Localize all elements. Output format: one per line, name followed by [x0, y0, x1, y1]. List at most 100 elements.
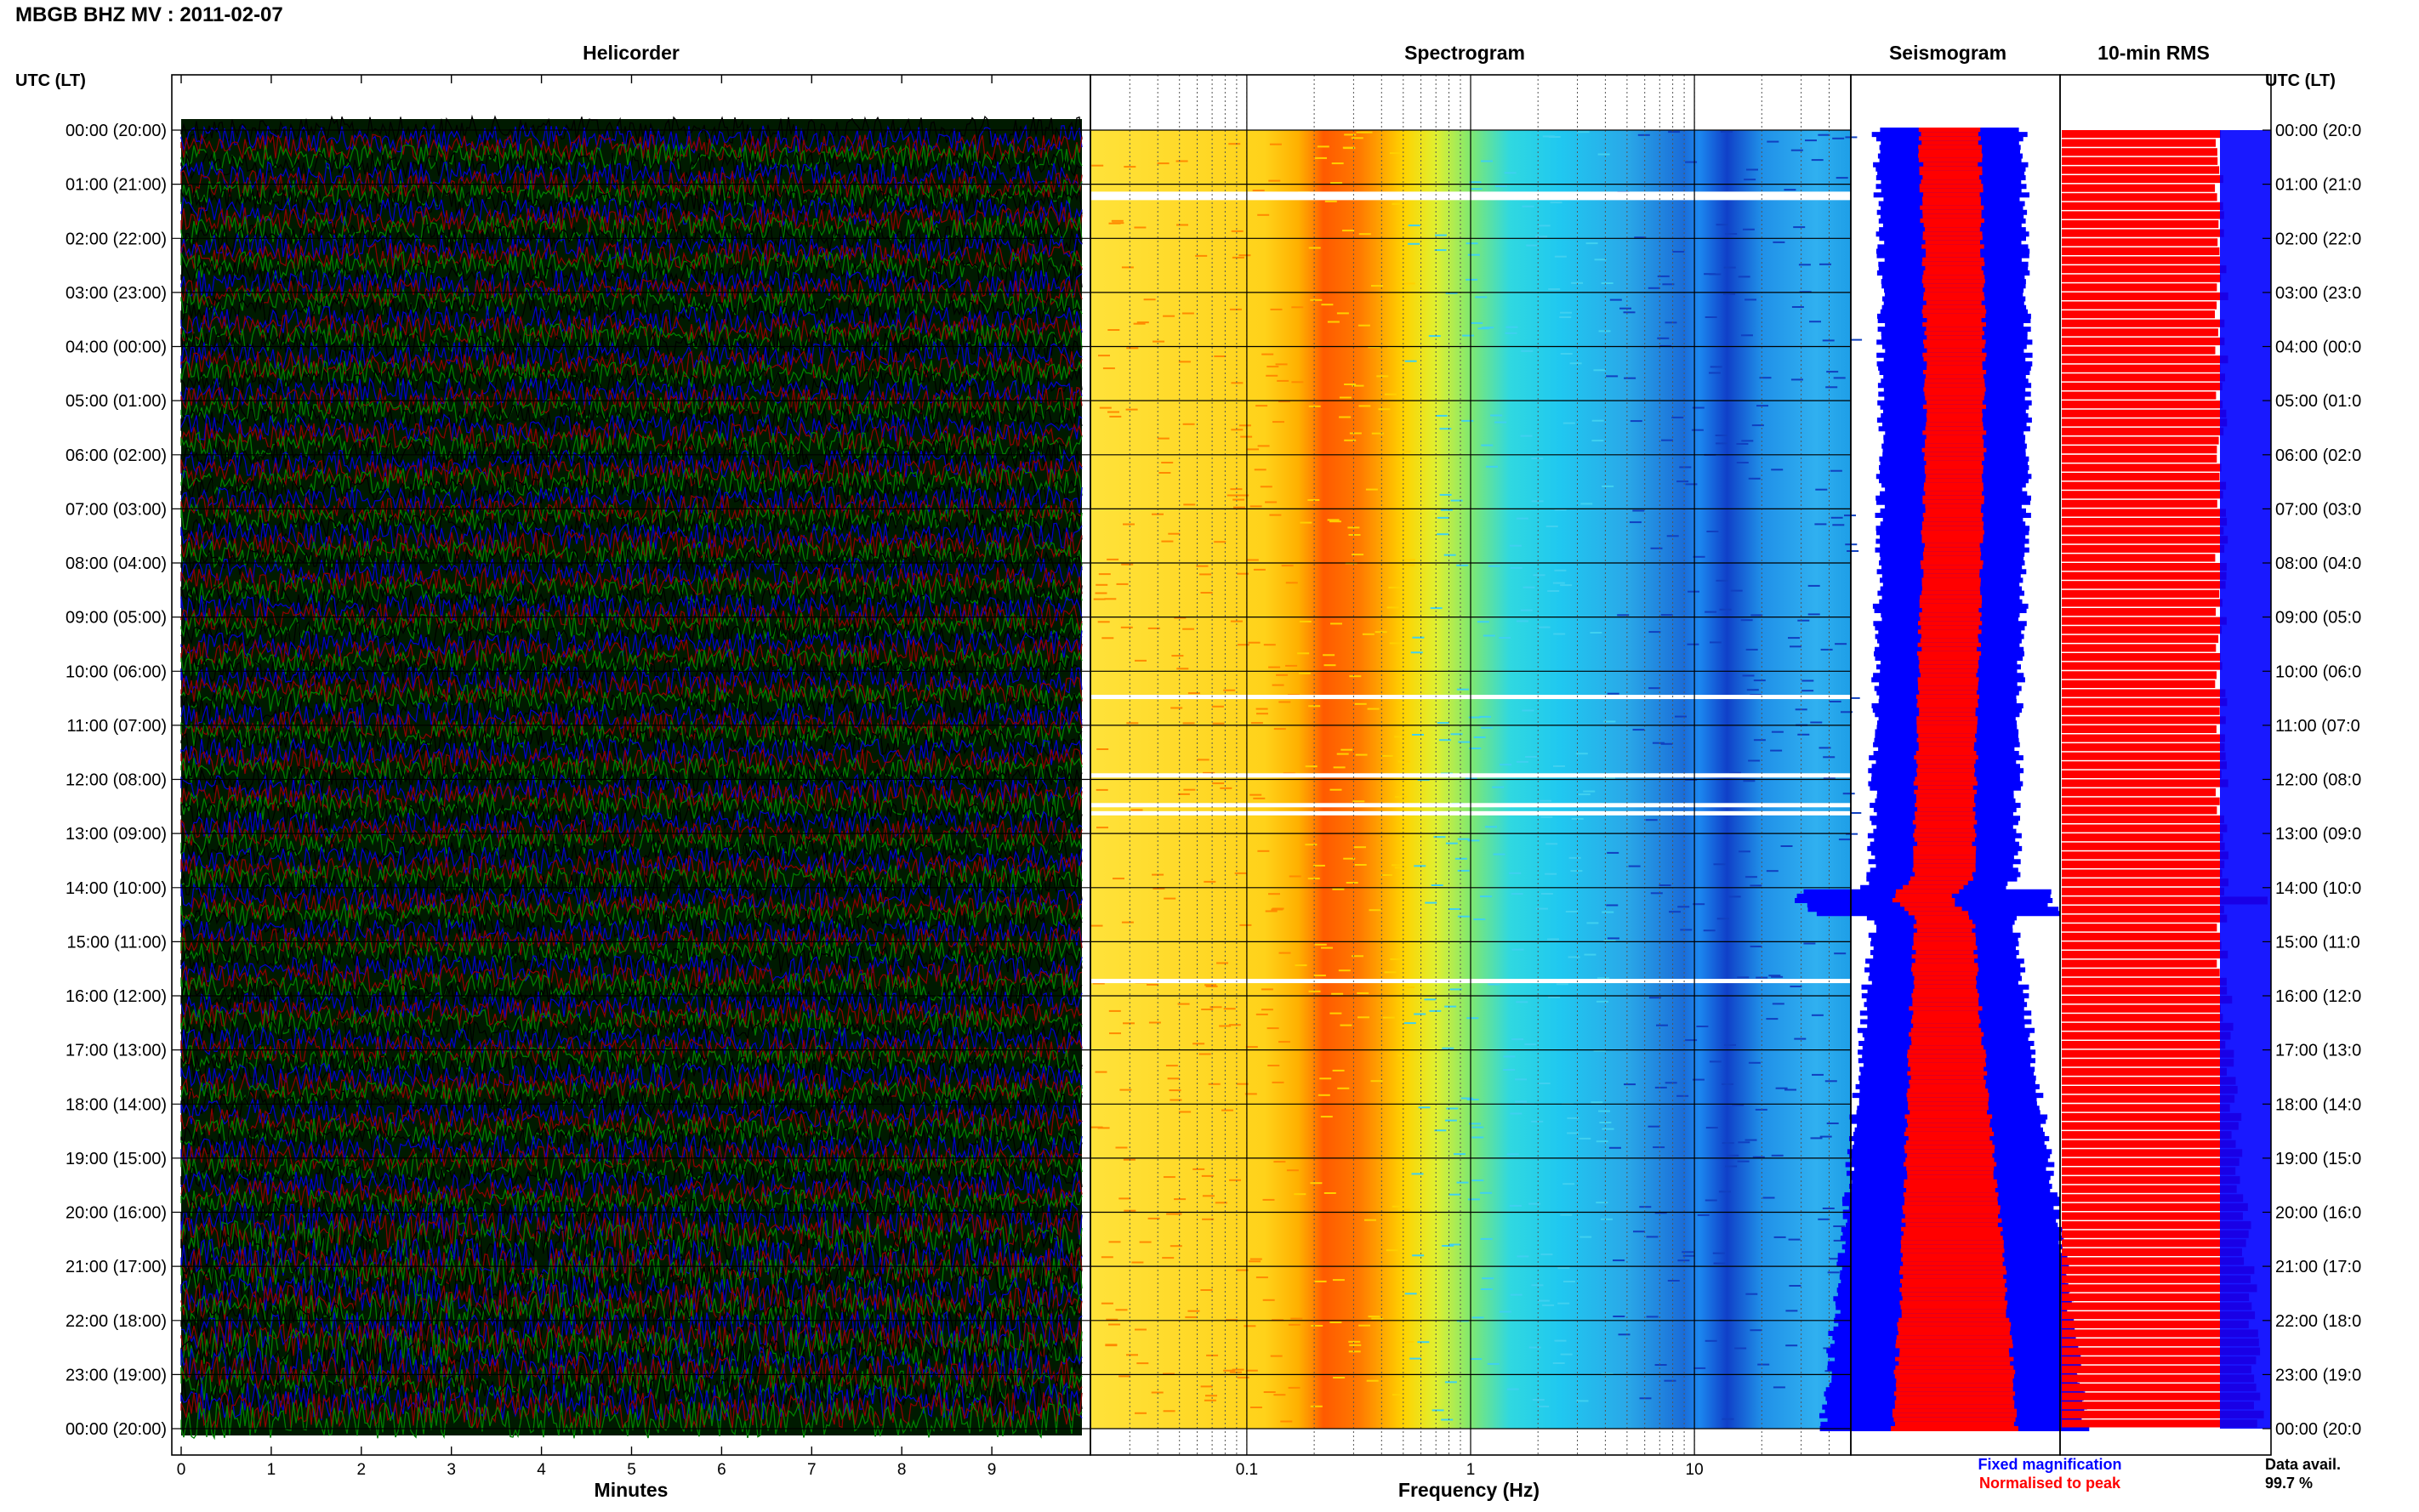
- spectrogram-speckle: [1107, 558, 1119, 560]
- spectrogram-speckle: [1547, 590, 1560, 592]
- spectrogram-speckle: [1245, 1046, 1258, 1049]
- spectrogram-speckle: [1107, 329, 1120, 331]
- helicorder-trace-line: [180, 953, 1083, 985]
- spectrogram-speckle: [1199, 573, 1212, 576]
- spectrogram-speckle: [1500, 764, 1512, 766]
- spectrogram-speckle: [1311, 1325, 1323, 1327]
- helicorder-trace-line: [180, 1337, 1083, 1377]
- spectrogram-speckle: [1709, 372, 1721, 374]
- spectrogram-speckle: [1470, 1358, 1483, 1361]
- spectrogram-speckle: [1603, 777, 1615, 780]
- left-hour-label: 04:00 (00:00): [65, 338, 167, 357]
- spectrogram-speckle: [1211, 705, 1224, 708]
- rms-bar: [2062, 1140, 2236, 1148]
- spectrogram-speckle: [1397, 1054, 1410, 1057]
- spectrogram-speckle: [1751, 424, 1764, 427]
- spectrogram-speckle: [1706, 531, 1719, 532]
- rms-bar: [2062, 914, 2228, 923]
- spectrogram-speckle: [1176, 224, 1188, 226]
- spectrogram-speckle: [1516, 620, 1528, 622]
- spectrogram-speckle: [1738, 1141, 1750, 1144]
- spectrogram-speckle: [1162, 1257, 1175, 1259]
- spectrogram-speckle: [1509, 544, 1522, 547]
- spectrogram-speckle: [1505, 326, 1518, 328]
- helicorder-trace-line: [180, 1161, 1083, 1191]
- spectrogram-speckle: [1112, 222, 1124, 225]
- spectrogram-speckle: [1414, 1013, 1426, 1015]
- spectrogram-speckle: [1344, 384, 1357, 385]
- spectrogram-speckle: [1750, 946, 1762, 947]
- spectrogram-speckle: [1183, 503, 1196, 506]
- spectrogram-speckle: [1424, 998, 1437, 1001]
- spectrogram-speckle: [1265, 501, 1278, 503]
- spectrogram-speckle: [1750, 614, 1763, 617]
- spectrogram-speckle: [1265, 910, 1278, 912]
- spectrogram-speckle: [1170, 1099, 1182, 1101]
- spectrogram-speckle: [1810, 1137, 1823, 1140]
- spectrogram-speckle: [1197, 759, 1210, 761]
- helicorder-trace-line: [180, 539, 1083, 570]
- spectrogram-speckle: [1234, 872, 1247, 874]
- spectrogram-speckle: [1116, 583, 1129, 585]
- rms-bar: [2062, 1257, 2245, 1265]
- spectrogram-speckle: [1645, 819, 1658, 821]
- spectrogram-speckle: [1597, 153, 1610, 156]
- rms-bar: [2062, 1365, 2251, 1373]
- spectrogram-speckle: [1521, 350, 1534, 352]
- helicorder-trace-line: [180, 656, 1083, 686]
- spectrogram-speckle: [1337, 1087, 1350, 1089]
- spectrogram-speckle: [1403, 986, 1414, 988]
- rms-bar: [2062, 1392, 2261, 1401]
- spectrogram-speckle: [1445, 292, 1458, 294]
- helicorder-trace-line: [180, 727, 1083, 759]
- right-hour-label: 05:00 (01:0: [2275, 392, 2361, 411]
- spectrogram-speckle: [1358, 233, 1371, 236]
- spectrogram-speckle: [1417, 1341, 1430, 1344]
- spectrogram-speckle: [1108, 1241, 1121, 1243]
- spectrogram-speckle: [1457, 915, 1470, 918]
- rms-bar: [2062, 1275, 2251, 1283]
- spectrogram-speckle: [1601, 282, 1614, 284]
- helicorder-trace-line: [180, 556, 1083, 587]
- spectrogram-speckle: [1364, 1219, 1376, 1221]
- spectrogram-speckle: [1177, 793, 1190, 795]
- rms-bar: [2062, 265, 2227, 274]
- rms-bar: [2062, 499, 2217, 508]
- helicorder-trace-line: [180, 1151, 1083, 1183]
- helicorder-trace-line: [180, 971, 1083, 1002]
- spectrogram-speckle: [1613, 1316, 1625, 1317]
- spectrogram-speckle: [1608, 1146, 1621, 1149]
- spectrogram-speckle: [1771, 975, 1784, 978]
- spectrogram-speckle: [1826, 371, 1839, 373]
- spectrogram-speckle: [1340, 748, 1353, 751]
- spectrogram-speckle: [1577, 131, 1590, 134]
- spectrogram-speckle: [1811, 159, 1824, 162]
- spectrogram-speckle: [1192, 1043, 1205, 1045]
- helicorder-trace-line: [180, 512, 1083, 543]
- spectrogram-speckle: [1101, 637, 1114, 639]
- spectrogram-speckle: [1531, 1284, 1544, 1287]
- spectrogram-speckle: [1183, 788, 1196, 791]
- spectrogram-speckle: [1118, 1375, 1131, 1378]
- spectrogram-speckle: [1111, 219, 1124, 222]
- left-hour-label: 00:00 (20:00): [65, 122, 167, 140]
- spectrogram-speckle: [1834, 952, 1847, 955]
- spectrogram-speckle: [1339, 416, 1352, 418]
- spectrogram-speckle: [1318, 1094, 1330, 1096]
- spectrogram-speckle: [1522, 709, 1534, 712]
- helicorder-trace-line: [180, 331, 1083, 362]
- spectrogram-speckle: [1443, 554, 1456, 556]
- spectrogram-speckle: [1157, 437, 1170, 440]
- rms-bar: [2062, 1339, 2259, 1347]
- spectrogram-speckle: [1308, 405, 1321, 407]
- spectrogram-speckle: [1115, 1146, 1128, 1149]
- spectrogram-speckle: [1174, 617, 1187, 619]
- spectrogram-speckle: [1434, 1129, 1447, 1132]
- spectrogram-speckle: [1650, 547, 1663, 549]
- rms-bar: [2062, 842, 2225, 850]
- spectrogram-speckle: [1499, 637, 1511, 639]
- spectrogram-speckle: [1435, 234, 1447, 236]
- rms-bar: [2062, 788, 2216, 797]
- spectrogram-speckle: [1096, 748, 1109, 750]
- rms-bar: [2062, 1149, 2243, 1157]
